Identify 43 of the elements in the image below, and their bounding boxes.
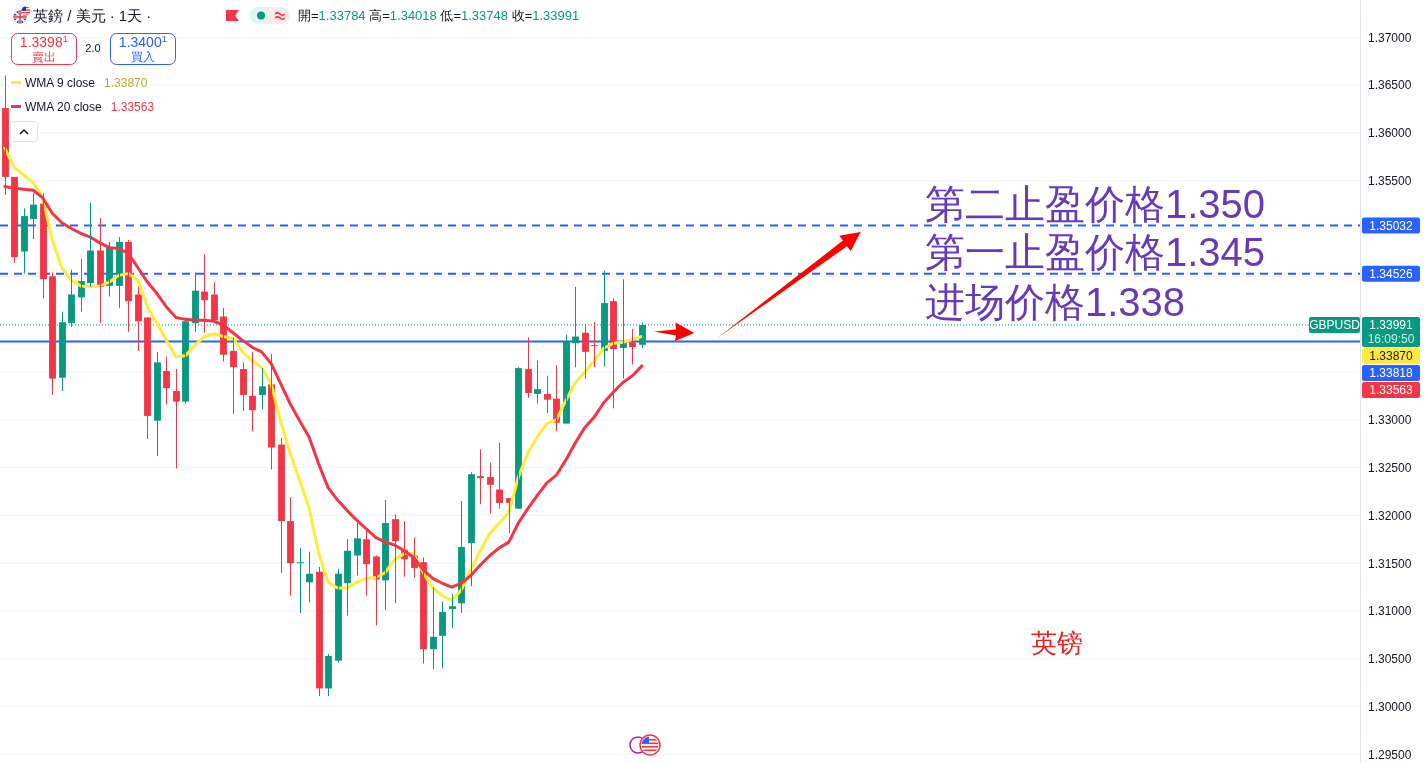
annotation: 进场价格1.338 (925, 280, 1186, 324)
annotation: 賣出 (32, 50, 56, 64)
y-tick-label: 1.31000 (1368, 604, 1412, 619)
text: 1.33563 (1369, 383, 1414, 398)
y-tick-label: 1.30500 (1368, 652, 1412, 667)
y-tick-label: 1.32000 (1368, 508, 1412, 523)
y-tick-label: 1.32500 (1368, 460, 1412, 475)
text: 16:09:50 (1367, 332, 1415, 347)
y-tick-label: 1.35500 (1368, 174, 1412, 189)
candlestick (354, 522, 361, 577)
y-tick-label: 1.31500 (1368, 556, 1412, 571)
candlestick (487, 462, 494, 514)
annotation: 英镑 (1031, 629, 1083, 658)
annotation: 1.3398$^{1}$ (19, 32, 69, 50)
legend-label: WMA 9 close (25, 76, 96, 90)
candlestick (449, 593, 456, 629)
candlestick (477, 448, 484, 505)
annotation: 1.3400$^{1}$ (118, 32, 168, 50)
annotation: 第二止盈价格1.350 (925, 182, 1266, 226)
ref-line-label: 1.35032 (1369, 218, 1414, 233)
ref-line-label: 1.34526 (1369, 267, 1414, 282)
ref-line-label: 1.33991 (1369, 318, 1414, 333)
y-tick-label: 1.37000 (1368, 30, 1412, 45)
text: 英鎊 / 美元 · 1天 · (33, 7, 152, 24)
y-tick-label: 1.36500 (1368, 78, 1412, 93)
candlestick (629, 328, 636, 365)
candlestick (173, 368, 180, 470)
candlestick (534, 359, 541, 404)
annotation: 開=1.33784 高=1.34018 低=1.33748 收=1.33991 (298, 8, 580, 23)
legend-label: WMA 20 close (25, 100, 103, 114)
annotation: 買入 (131, 50, 155, 64)
text: 1.33870 (1369, 349, 1414, 364)
annotation: 2.0 (85, 42, 101, 54)
annotation: 第一止盈价格1.345 (925, 230, 1266, 274)
annotation: 1.33870 (104, 76, 148, 90)
y-tick-label: 1.33000 (1368, 413, 1412, 428)
y-tick-label: 1.30000 (1368, 699, 1412, 714)
ref-line-label: 1.33818 (1369, 366, 1414, 381)
annotation: 1.33563 (110, 100, 155, 114)
candlestick (544, 375, 551, 414)
y-tick-label: 1.29500 (1368, 747, 1412, 762)
candlestick (259, 367, 266, 410)
y-tick-label: 1.36000 (1368, 126, 1412, 141)
